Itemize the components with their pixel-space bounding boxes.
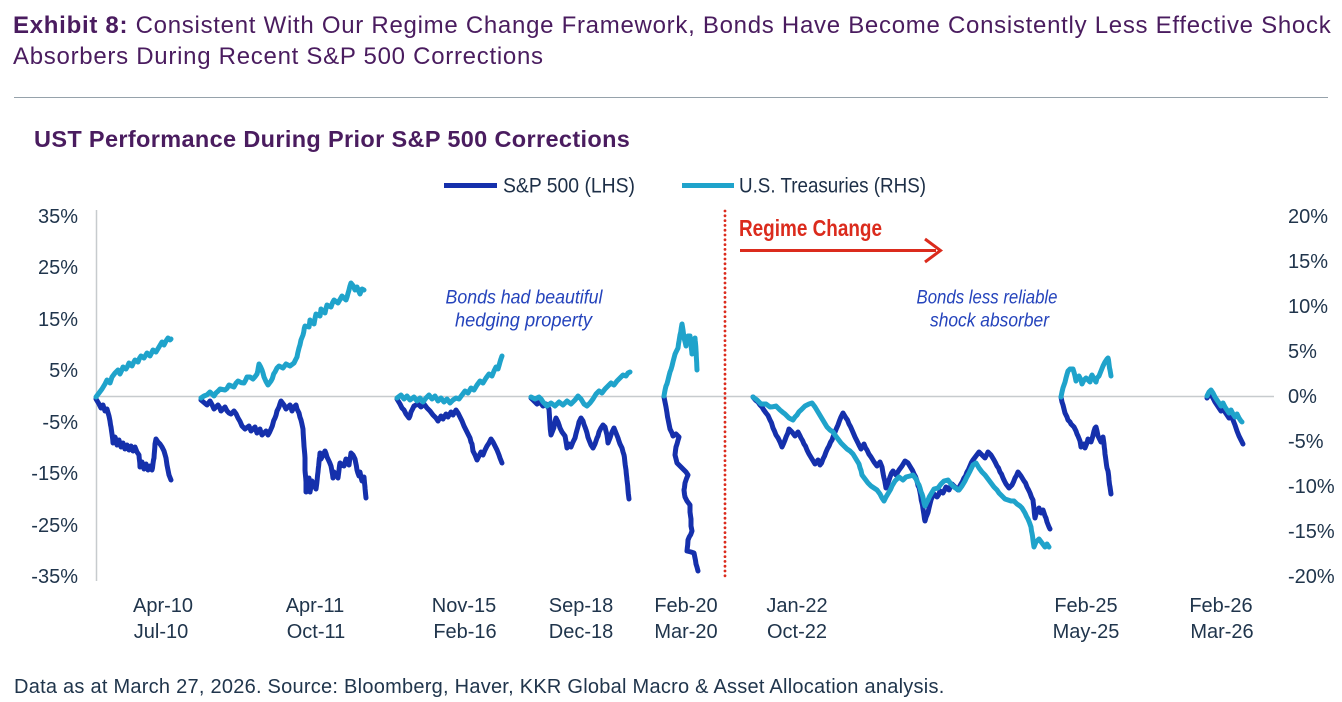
svg-text:UST Performance During Prior S: UST Performance During Prior S&P 500 Cor… (34, 126, 630, 152)
svg-text:Jul-10: Jul-10 (134, 621, 188, 643)
svg-text:Bonds had beautiful: Bonds had beautiful (446, 288, 604, 309)
svg-text:Apr-10: Apr-10 (133, 595, 193, 617)
svg-text:Mar-26: Mar-26 (1190, 621, 1253, 643)
svg-text:-5%: -5% (1288, 431, 1324, 453)
svg-text:hedging property: hedging property (455, 311, 593, 332)
svg-text:Mar-20: Mar-20 (654, 621, 717, 643)
svg-text:Regime Change: Regime Change (739, 215, 882, 241)
svg-text:Nov-15: Nov-15 (432, 595, 496, 617)
svg-text:0%: 0% (1288, 386, 1317, 408)
svg-text:15%: 15% (1288, 251, 1328, 273)
svg-text:5%: 5% (49, 360, 78, 382)
svg-text:Bonds less reliable: Bonds less reliable (917, 288, 1058, 309)
svg-text:Oct-11: Oct-11 (287, 621, 346, 643)
svg-text:10%: 10% (1288, 296, 1328, 318)
svg-text:35%: 35% (38, 206, 78, 228)
svg-text:-5%: -5% (42, 412, 78, 434)
svg-text:-15%: -15% (1288, 521, 1335, 543)
svg-text:U.S. Treasuries (RHS): U.S. Treasuries (RHS) (739, 175, 926, 198)
svg-text:May-25: May-25 (1053, 621, 1120, 643)
svg-text:Oct-22: Oct-22 (767, 621, 827, 643)
svg-text:20%: 20% (1288, 206, 1328, 228)
svg-text:S&P 500 (LHS): S&P 500 (LHS) (503, 175, 635, 198)
svg-text:Dec-18: Dec-18 (549, 621, 613, 643)
svg-text:15%: 15% (38, 309, 78, 331)
svg-text:Feb-16: Feb-16 (433, 621, 496, 643)
svg-text:Jan-22: Jan-22 (766, 595, 827, 617)
svg-text:25%: 25% (38, 257, 78, 279)
svg-text:Feb-20: Feb-20 (654, 595, 717, 617)
svg-text:shock absorber: shock absorber (930, 311, 1050, 332)
svg-text:Sep-18: Sep-18 (549, 595, 614, 617)
svg-text:Feb-25: Feb-25 (1054, 595, 1117, 617)
svg-text:-20%: -20% (1288, 566, 1335, 588)
svg-text:-25%: -25% (31, 515, 78, 537)
svg-text:-35%: -35% (31, 566, 78, 588)
svg-text:5%: 5% (1288, 341, 1317, 363)
svg-text:Feb-26: Feb-26 (1189, 595, 1252, 617)
svg-text:-10%: -10% (1288, 476, 1335, 498)
svg-text:-15%: -15% (31, 463, 78, 485)
svg-text:Apr-11: Apr-11 (286, 595, 345, 617)
